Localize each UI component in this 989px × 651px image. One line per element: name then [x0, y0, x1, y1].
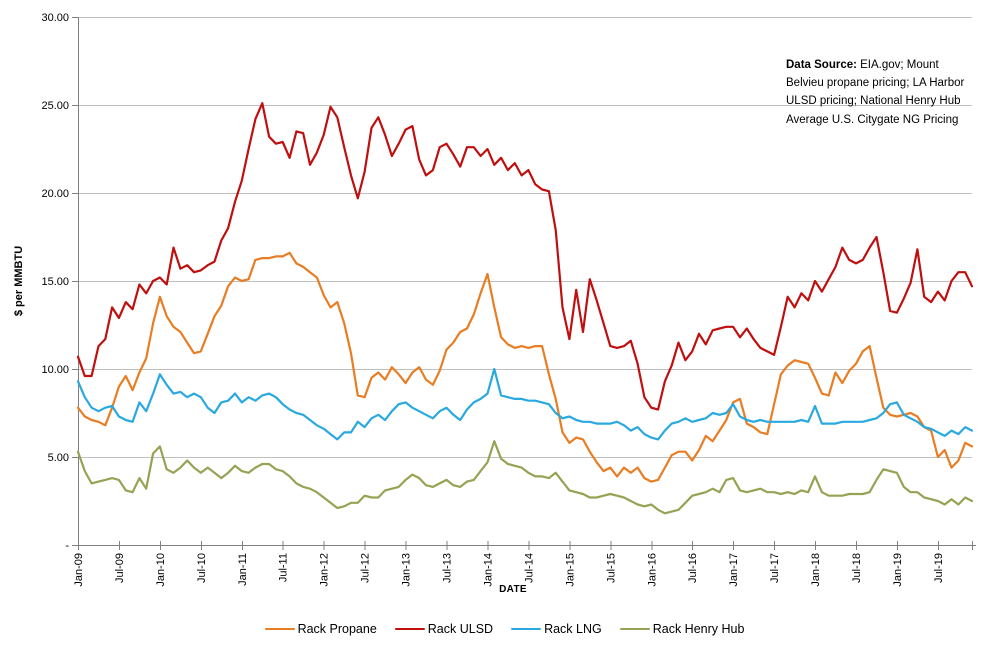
- legend-label: Rack Propane: [297, 622, 377, 636]
- series-line-rack-propane: [76, 251, 974, 483]
- legend-item-rack-propane: Rack Propane: [264, 622, 377, 636]
- annotation-text: EIA.gov; Mount Belvieu propane pricing; …: [786, 59, 965, 126]
- legend-label: Rack LNG: [544, 622, 602, 636]
- x-tick-label: Jan-17: [728, 553, 740, 587]
- x-tick-label: Jul-14: [523, 553, 535, 583]
- legend-label: Rack Henry Hub: [652, 622, 745, 636]
- y-tick-label: 20.00: [41, 188, 69, 200]
- x-tick-label: Jan-14: [482, 553, 494, 587]
- x-tick-label: Jul-16: [687, 553, 699, 583]
- rack-propane-swatch-line: [264, 627, 295, 631]
- x-tick-label: Jan-18: [810, 553, 822, 587]
- x-tick-label: Jul-10: [196, 553, 208, 583]
- legend-item-rack-henry-hub: Rack Henry Hub: [619, 622, 745, 636]
- y-axis-title: $ per MMBTU: [13, 246, 25, 316]
- y-tick-label: 10.00: [41, 364, 69, 376]
- legend: Rack Propane Rack ULSD Rack LNG Rack Henry …: [10, 622, 989, 636]
- rack-lng-swatch-line: [511, 627, 542, 631]
- x-tick-label: Jul-12: [360, 553, 372, 583]
- annotation-label: Data Source:: [786, 59, 857, 71]
- series-line-rack-lng: [76, 367, 974, 441]
- y-tick-label: 5.00: [48, 452, 69, 464]
- x-tick-label: Jul-13: [442, 553, 454, 583]
- legend-item-rack-lng: Rack LNG: [511, 622, 602, 636]
- legend-item-rack-ulsd: Rack ULSD: [394, 622, 494, 636]
- x-tick-label: Jan-19: [892, 553, 904, 587]
- x-tick-label: Jul-09: [114, 553, 126, 583]
- y-tick-label: 30.00: [41, 12, 69, 24]
- x-tick-label: Jan-15: [564, 553, 576, 587]
- rack-henry-hub-swatch-line: [619, 627, 650, 631]
- legend-label: Rack ULSD: [427, 622, 494, 636]
- y-tick-label: 25.00: [41, 100, 69, 112]
- x-tick-label: Jan-12: [319, 553, 331, 587]
- series-line-rack-henry-hub: [76, 440, 974, 515]
- y-tick-label: 15.00: [41, 276, 69, 288]
- x-tick-label: Jan-16: [646, 553, 658, 587]
- x-tick-label: Jan-13: [401, 553, 413, 587]
- x-tick-label: Jul-18: [851, 553, 863, 583]
- x-axis-title: DATE: [499, 584, 527, 595]
- x-tick-label: Jul-15: [605, 553, 617, 583]
- series-line-rack-ulsd: [76, 102, 974, 411]
- x-tick-label: Jan-09: [73, 553, 85, 587]
- y-tick-label: -: [65, 540, 69, 552]
- rack-ulsd-swatch-line: [394, 627, 425, 631]
- x-tick-label: Jul-19: [933, 553, 945, 583]
- x-tick-label: Jul-11: [278, 553, 290, 582]
- data-source-annotation: Data Source: EIA.gov; Mount Belvieu prop…: [786, 56, 973, 129]
- x-tick-label: Jan-11: [237, 553, 249, 586]
- x-tick-label: Jan-10: [155, 553, 167, 587]
- x-tick-label: Jul-17: [769, 553, 781, 583]
